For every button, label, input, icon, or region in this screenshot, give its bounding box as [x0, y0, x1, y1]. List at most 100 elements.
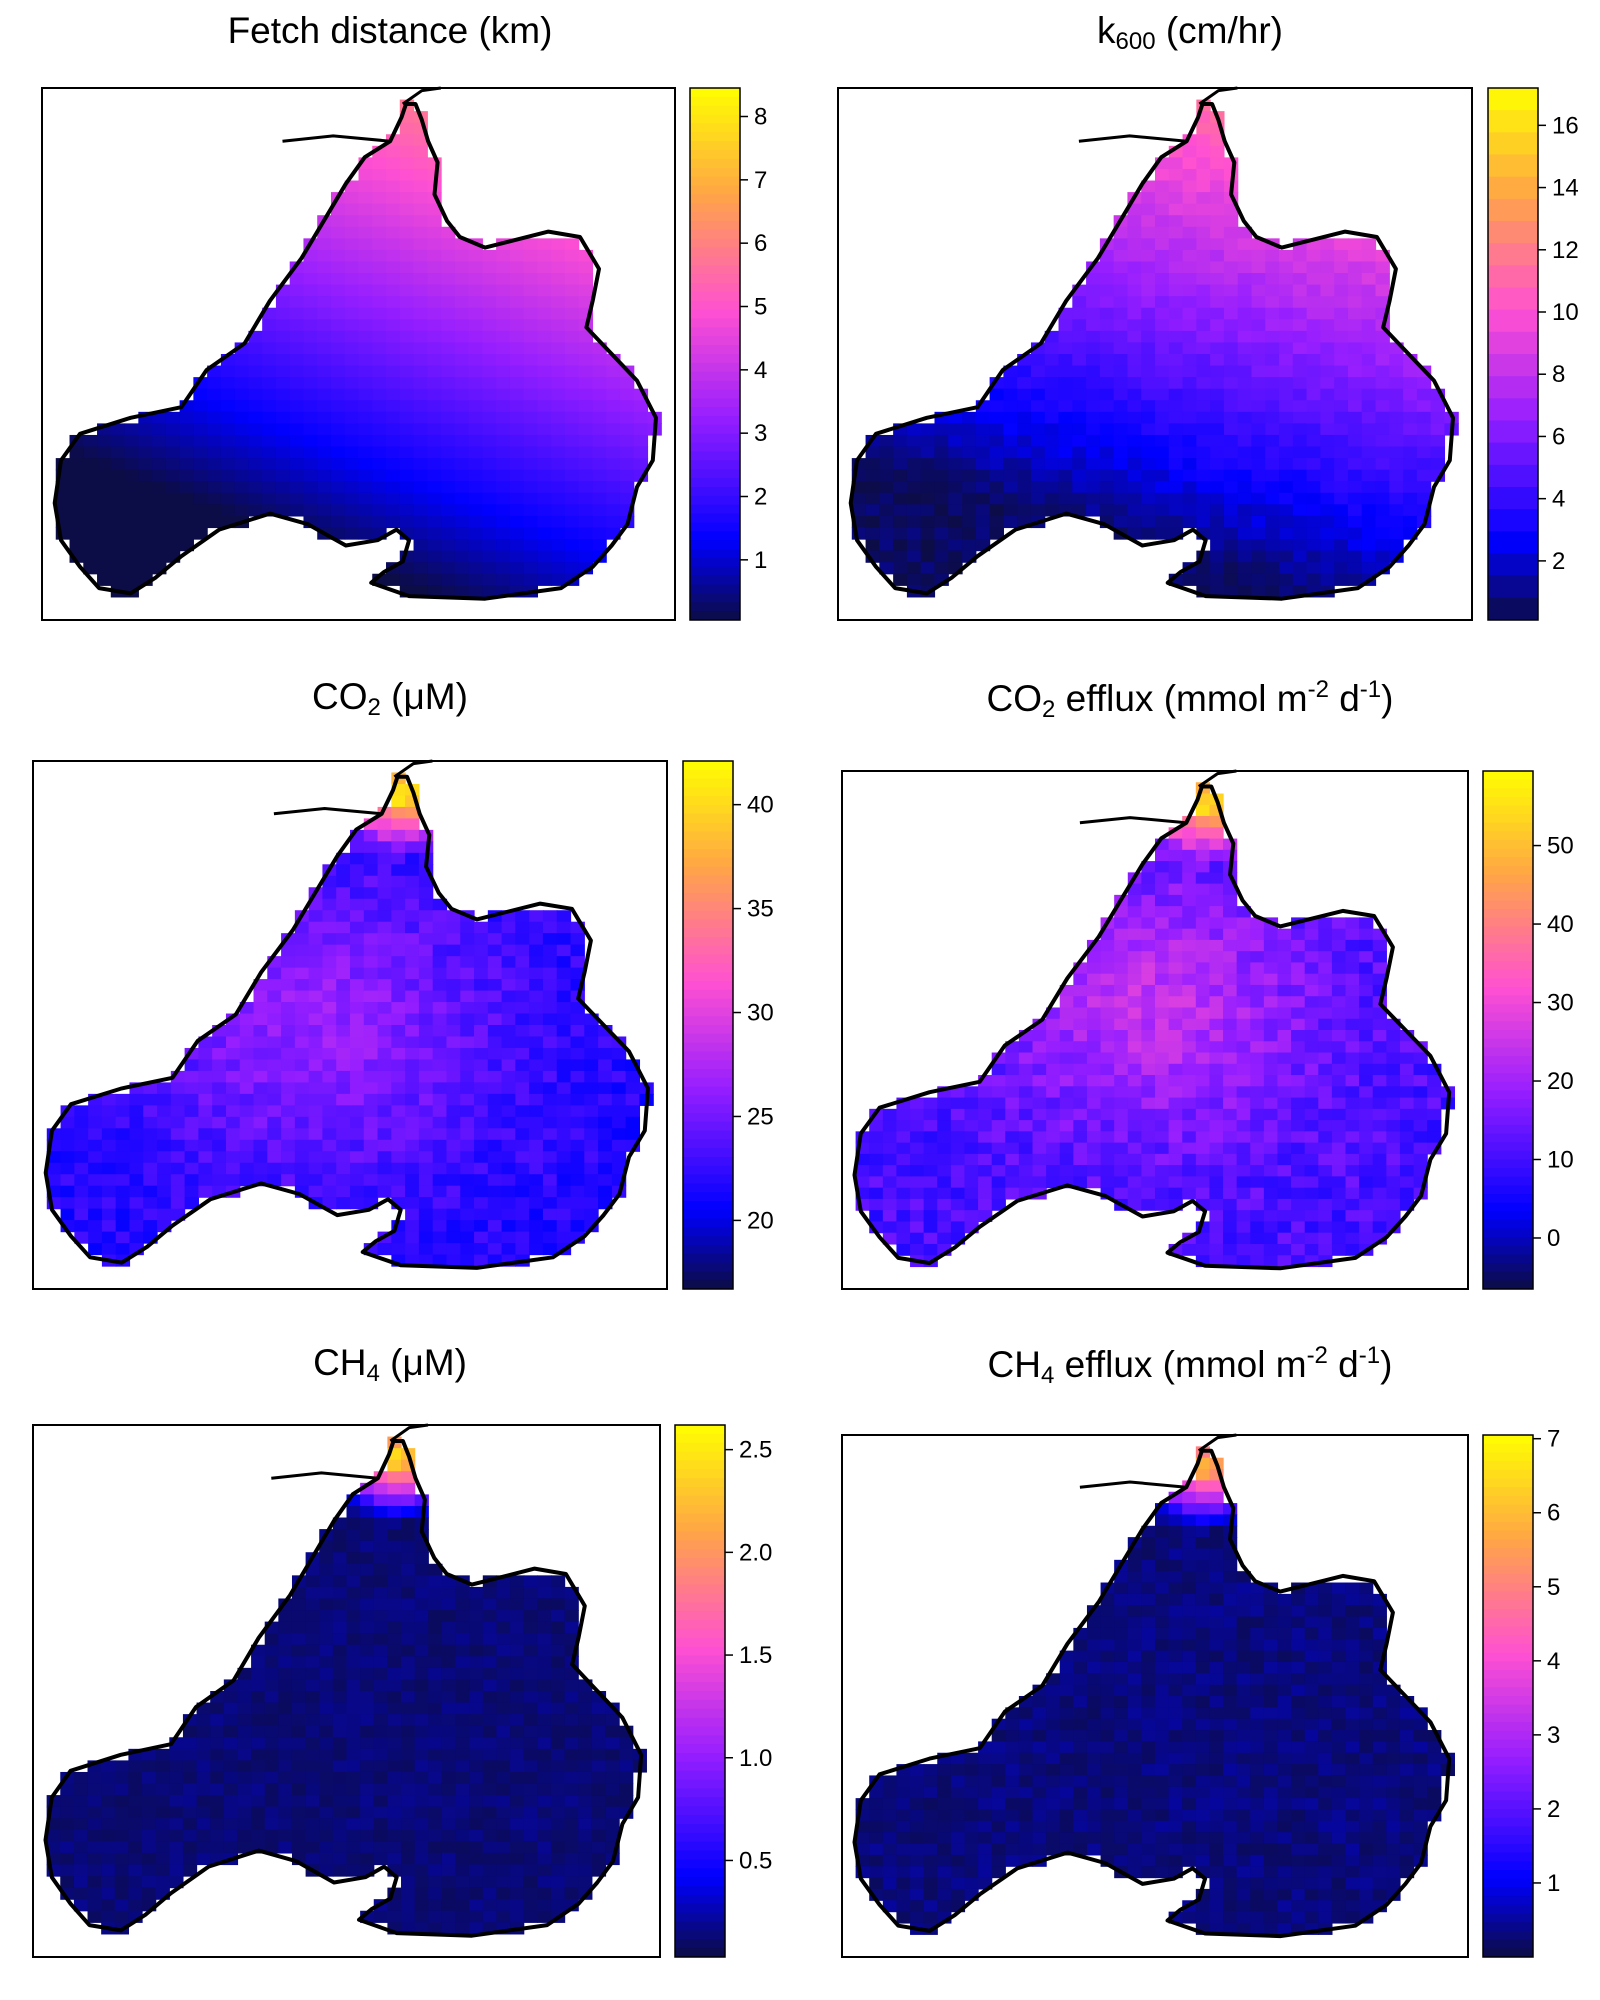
heatmap-cell [509, 423, 525, 436]
heatmap-cell [373, 1829, 388, 1842]
heatmap-cell [253, 1013, 268, 1026]
heatmap-cell [275, 458, 291, 471]
heatmap-cell [1265, 469, 1280, 482]
heatmap-cell [1416, 481, 1432, 494]
heatmap-cell [1237, 527, 1253, 540]
heatmap-cell [1209, 962, 1224, 975]
heatmap-cell [360, 1691, 375, 1704]
heatmap-cell [446, 1093, 461, 1106]
heatmap-cell [920, 550, 936, 563]
heatmap-cell [882, 1142, 898, 1155]
heatmap-cell [474, 1128, 489, 1141]
heatmap-cell [346, 1702, 361, 1715]
heatmap-cell [401, 1633, 416, 1646]
heatmap-cell [432, 1208, 448, 1221]
heatmap-cell [446, 1128, 461, 1141]
heatmap-cell [501, 1174, 516, 1187]
heatmap-cell [1141, 354, 1156, 367]
heatmap-cell [1155, 261, 1170, 274]
heatmap-cell [239, 1082, 255, 1095]
heatmap-cell [1072, 319, 1087, 332]
heatmap-cell [474, 1036, 489, 1049]
heatmap-cell [1072, 446, 1087, 459]
heatmap-cell [441, 1644, 457, 1657]
heatmap-cell [920, 539, 936, 552]
heatmap-cell [1141, 458, 1156, 471]
heatmap-cell [1086, 1086, 1102, 1099]
heatmap-cell [69, 504, 84, 517]
heatmap-cell [1073, 984, 1088, 997]
heatmap-cell [1320, 354, 1335, 367]
heatmap-cell [308, 1174, 324, 1187]
heatmap-cell [278, 1795, 293, 1808]
heatmap-cell [418, 1013, 434, 1026]
colorbar-tick-label: 20 [747, 1207, 774, 1234]
heatmap-cell [350, 841, 365, 854]
heatmap-cell [1236, 1176, 1251, 1189]
heatmap-cell [1292, 307, 1308, 320]
colorbar-step [683, 875, 733, 885]
heatmap-cell [551, 400, 566, 413]
heatmap-cell [405, 967, 420, 980]
heatmap-cell [950, 1221, 966, 1234]
heatmap-cell [303, 319, 318, 332]
heatmap-cell [1263, 1232, 1279, 1245]
heatmap-cell [460, 1151, 475, 1164]
heatmap-cell [1209, 1187, 1224, 1200]
heatmap-cell [1375, 458, 1390, 471]
heatmap-cell [184, 1070, 199, 1083]
heatmap-cell [1127, 1198, 1142, 1211]
heatmap-cell [896, 1176, 911, 1189]
heatmap-cell [937, 1120, 952, 1132]
heatmap-cell [1168, 827, 1183, 840]
heatmap-cell [1032, 1052, 1047, 1065]
colorbar-step [690, 398, 740, 408]
heatmap-cell [1127, 296, 1142, 309]
heatmap-cell [1237, 423, 1253, 436]
heatmap-cell [74, 1105, 89, 1118]
heatmap-cell [1017, 377, 1032, 390]
heatmap-cell [1059, 1041, 1074, 1054]
heatmap-cell [401, 1563, 416, 1576]
heatmap-cell [237, 1818, 252, 1831]
heatmap-cell [289, 307, 305, 320]
heatmap-cell [950, 1176, 966, 1189]
heatmap-cell [950, 1108, 966, 1121]
heatmap-cell [432, 933, 448, 946]
heatmap-cell [124, 527, 139, 540]
heatmap-cell [303, 249, 318, 263]
heatmap-cell [441, 573, 456, 586]
heatmap-cell [373, 1610, 388, 1623]
heatmap-cell [1237, 562, 1253, 575]
heatmap-cell [278, 1667, 293, 1681]
heatmap-cell [1292, 458, 1308, 471]
heatmap-cell [427, 226, 442, 239]
heatmap-cell [294, 990, 310, 1003]
heatmap-cell [372, 215, 387, 228]
heatmap-cell [454, 377, 470, 390]
heatmap-cell [198, 1151, 213, 1164]
heatmap-cell [1196, 180, 1211, 193]
heatmap-cell [468, 515, 483, 529]
heatmap-cell [387, 1771, 402, 1785]
heatmap-cell [1359, 1232, 1374, 1245]
heatmap-cell [446, 967, 461, 980]
heatmap-cell [1320, 284, 1335, 297]
heatmap-cell [101, 1852, 116, 1866]
colorbar-step [683, 813, 733, 824]
heatmap-cell [87, 1887, 102, 1900]
heatmap-cell [989, 458, 1004, 471]
colorbar-step [683, 857, 733, 868]
panel-title: CO2 efflux (mmol m-2 d-1) [986, 676, 1394, 723]
heatmap-cell [1113, 296, 1129, 309]
heatmap-cell [1113, 284, 1129, 297]
heatmap-cell [413, 215, 428, 228]
heatmap-cell [910, 1153, 925, 1166]
heatmap-cell [281, 990, 296, 1003]
heatmap-cell [319, 1852, 334, 1866]
heatmap-cell [262, 423, 277, 436]
heatmap-cell [401, 1494, 416, 1507]
heatmap-cell [1155, 330, 1170, 344]
heatmap-cell [88, 1220, 103, 1233]
heatmap-cell [1347, 492, 1363, 505]
